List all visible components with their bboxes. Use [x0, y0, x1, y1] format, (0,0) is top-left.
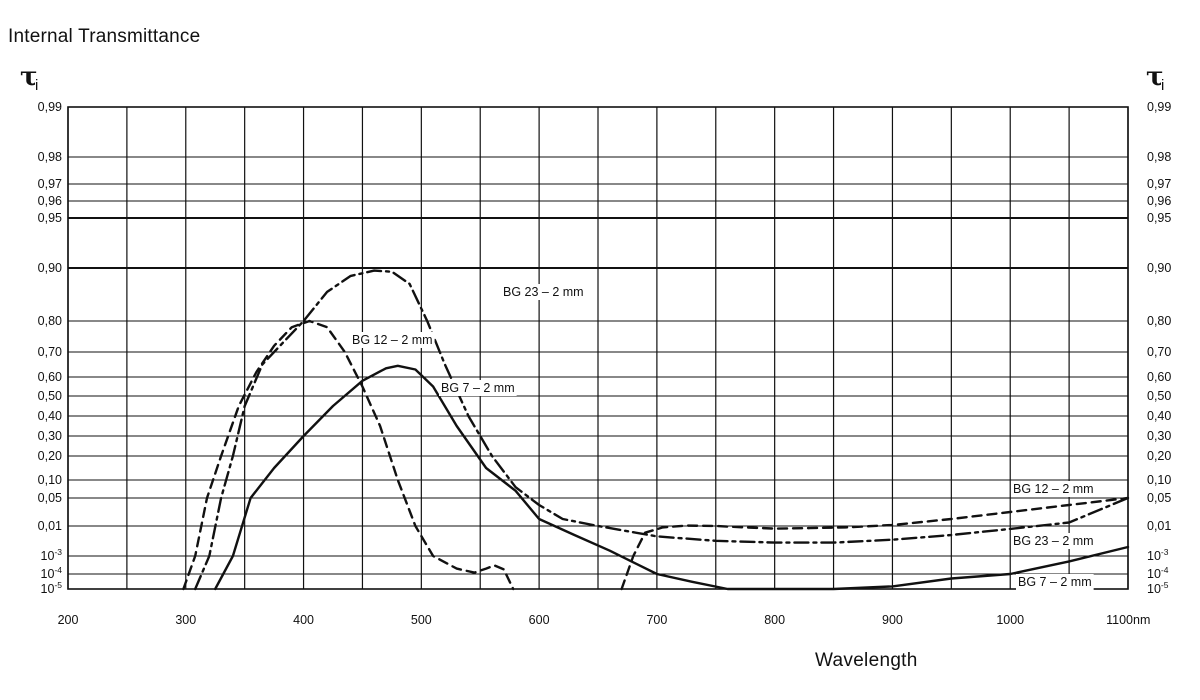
- y-tick-label-right: 0,50: [1147, 389, 1171, 403]
- y-tick-label-left: 10-4: [41, 565, 63, 581]
- svg-text:BG 12 – 2 mm: BG 12 – 2 mm: [1013, 482, 1094, 496]
- y-tick-label-right: 10-5: [1147, 580, 1169, 596]
- tick-labels: 0,99 0,99 0,98 0,98 0,97 0,97 0,96 0,96 0,95 0,95…: [38, 100, 1172, 627]
- y-tick-label-right: 0,90: [1147, 261, 1171, 275]
- y-tick-label-right: 0,20: [1147, 449, 1171, 463]
- curve-label: BG 12 – 2 mm: [350, 332, 435, 348]
- curve-label: BG 23 – 2 mm: [1011, 533, 1096, 549]
- y-tick-label-left: 0,70: [38, 345, 62, 359]
- y-tick-label-left: 0,80: [38, 314, 62, 328]
- y-tick-label-left: 0,40: [38, 409, 62, 423]
- plot-frame: [67, 106, 1129, 590]
- y-tick-label-right: 0,96: [1147, 194, 1171, 208]
- chart-title: Internal Transmittance: [8, 26, 201, 47]
- x-tick-label: 600: [529, 613, 550, 627]
- x-tick-label: 1100: [1106, 613, 1133, 627]
- y-tick-label-right: 0,98: [1147, 150, 1171, 164]
- x-tick-label: 400: [293, 613, 314, 627]
- y-axis-title-left: τ: [20, 62, 38, 92]
- svg-text:BG 7 – 2 mm: BG 7 – 2 mm: [441, 381, 515, 395]
- series-line-dashed: [182, 319, 515, 591]
- y-tick-label-right: 0,01: [1147, 519, 1171, 533]
- y-tick-label-left: 0,95: [38, 211, 62, 225]
- y-tick-label-right: 0,60: [1147, 370, 1171, 384]
- y-axis-title-right: τ: [1146, 62, 1164, 92]
- x-tick-label: 200: [58, 613, 79, 627]
- y-tick-label-left: 10-5: [41, 580, 63, 596]
- series-line-dashed: [620, 496, 1130, 591]
- x-tick-label: 500: [411, 613, 432, 627]
- curve-label: BG 7 – 2 mm: [439, 380, 517, 396]
- x-axis-unit: nm: [1133, 613, 1150, 627]
- curve-label: BG 7 – 2 mm: [1016, 574, 1094, 590]
- y-tick-label-left: 0,20: [38, 449, 62, 463]
- y-axis-title-right-sub: i: [1161, 77, 1164, 94]
- y-tick-label-right: 0,10: [1147, 473, 1171, 487]
- y-tick-label-left: 0,98: [38, 150, 62, 164]
- svg-text:BG 12 – 2 mm: BG 12 – 2 mm: [352, 333, 433, 347]
- y-tick-label-left: 0,01: [38, 519, 62, 533]
- y-tick-label-right: 0,97: [1147, 177, 1171, 191]
- y-tick-label-left: 0,60: [38, 370, 62, 384]
- y-tick-label-left: 0,05: [38, 491, 62, 505]
- curve-label: BG 23 – 2 mm: [501, 284, 586, 300]
- y-tick-label-right: 10-3: [1147, 547, 1169, 563]
- y-tick-label-left: 0,10: [38, 473, 62, 487]
- y-tick-label-left: 0,90: [38, 261, 62, 275]
- y-tick-label-right: 0,99: [1147, 100, 1171, 114]
- y-tick-label-right: 0,40: [1147, 409, 1171, 423]
- svg-text:BG 7 – 2 mm: BG 7 – 2 mm: [1018, 575, 1092, 589]
- y-tick-label-left: 0,50: [38, 389, 62, 403]
- y-tick-label-left: 0,96: [38, 194, 62, 208]
- x-tick-label: 300: [175, 613, 196, 627]
- y-tick-label-right: 10-4: [1147, 565, 1169, 581]
- grid: [67, 106, 1129, 590]
- y-axis-title-left-sub: i: [35, 77, 38, 94]
- curve-labels: BG 23 – 2 mm BG 12 – 2 mm BG 7 – 2 mm BG 12…: [350, 284, 1096, 590]
- svg-text:BG 23 – 2 mm: BG 23 – 2 mm: [503, 285, 584, 299]
- svg-text:BG 23 – 2 mm: BG 23 – 2 mm: [1013, 534, 1094, 548]
- curves: [182, 269, 1130, 591]
- x-tick-label: 700: [646, 613, 667, 627]
- x-tick-label: 1000: [996, 613, 1024, 627]
- y-tick-label-left: 0,30: [38, 429, 62, 443]
- y-tick-label-right: 0,05: [1147, 491, 1171, 505]
- y-tick-label-left: 0,99: [38, 100, 62, 114]
- series-line-solid: [214, 364, 1130, 591]
- y-tick-label-left: 10-3: [41, 547, 63, 563]
- series-line-dashdot: [194, 269, 1130, 591]
- x-tick-label: 900: [882, 613, 903, 627]
- x-axis-title: Wavelength: [815, 650, 918, 671]
- y-tick-label-right: 0,80: [1147, 314, 1171, 328]
- y-tick-label-right: 0,30: [1147, 429, 1171, 443]
- y-tick-label-right: 0,95: [1147, 211, 1171, 225]
- curve-label: BG 12 – 2 mm: [1011, 481, 1096, 497]
- y-tick-label-right: 0,70: [1147, 345, 1171, 359]
- y-tick-label-left: 0,97: [38, 177, 62, 191]
- x-tick-label: 800: [764, 613, 785, 627]
